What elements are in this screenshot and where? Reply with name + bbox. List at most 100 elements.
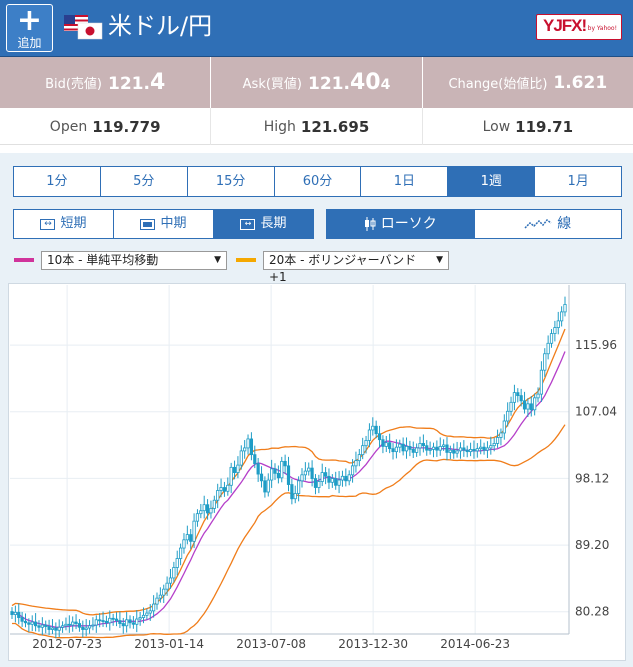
candle	[462, 440, 466, 457]
candle	[452, 443, 456, 459]
candle	[361, 437, 365, 460]
change-quote: Change(始値比) 1.621	[423, 57, 633, 108]
candle	[209, 500, 213, 519]
candle	[553, 320, 557, 342]
chart-type-tabs: ローソク 線	[326, 209, 622, 239]
candle	[74, 614, 78, 630]
y-tick-label: 107.04	[575, 405, 617, 419]
candle	[509, 396, 513, 416]
tab-15min[interactable]: 15分	[188, 167, 275, 196]
candle	[489, 436, 493, 455]
tab-5min[interactable]: 5分	[101, 167, 188, 196]
candle	[512, 384, 517, 411]
candle	[270, 459, 274, 488]
candle	[290, 478, 294, 505]
candle	[54, 622, 58, 639]
candle	[239, 445, 243, 470]
price-chart[interactable]: 2012-07-23 2013-01-14 2013-07-08 2013-12-30…	[8, 283, 626, 661]
candle	[516, 388, 520, 403]
candle	[475, 443, 479, 458]
candle	[199, 503, 203, 519]
candle	[519, 388, 523, 407]
plus-icon: +	[16, 3, 43, 38]
candlestick-icon	[364, 217, 376, 231]
candle	[411, 441, 415, 459]
candle	[192, 513, 196, 549]
candle	[307, 462, 311, 476]
tab-1month[interactable]: 1月	[567, 174, 589, 189]
candle	[94, 615, 98, 633]
candle	[212, 495, 216, 513]
candle	[522, 391, 527, 414]
candle	[77, 619, 82, 632]
indicator-1-swatch	[14, 258, 34, 262]
candle	[435, 440, 439, 457]
tab-60min[interactable]: 60分	[275, 167, 362, 196]
candle	[222, 481, 227, 497]
add-button[interactable]: + 追加	[6, 4, 53, 52]
bid-value: 121.4	[108, 70, 166, 95]
candle	[232, 460, 237, 480]
candle	[111, 613, 115, 626]
candle	[30, 615, 34, 632]
candle	[162, 584, 166, 603]
ask-value: 121.404	[308, 70, 391, 95]
ask-label: Ask(買値)	[242, 77, 302, 92]
candle	[155, 592, 159, 610]
candle	[506, 402, 510, 427]
candle	[273, 463, 277, 481]
candle	[472, 440, 476, 459]
tab-mid-term[interactable]: 中期	[114, 210, 214, 238]
candle	[431, 442, 436, 458]
candle	[114, 612, 119, 627]
candle	[57, 619, 61, 637]
candle	[293, 485, 297, 504]
candle	[205, 499, 210, 520]
candle	[357, 449, 361, 467]
ask-quote: Ask(買値) 121.404	[211, 57, 423, 108]
line-chart-icon	[524, 218, 552, 229]
candle	[17, 603, 21, 625]
candle	[84, 619, 88, 637]
candle	[47, 619, 51, 636]
candle	[87, 620, 92, 634]
tab-short-term[interactable]: ↔ 短期	[14, 210, 114, 238]
candle	[334, 471, 338, 490]
tab-1min[interactable]: 1分	[14, 167, 101, 196]
bollinger-lower-line	[12, 424, 566, 639]
app-header: + 追加 米ドル/円 YJFX! by Yahoo!	[0, 0, 633, 57]
candle	[158, 587, 162, 603]
candle	[337, 471, 341, 494]
candle	[101, 611, 105, 627]
candle	[313, 474, 318, 495]
tab-1week[interactable]: 1週	[448, 167, 536, 196]
candle	[266, 473, 270, 497]
y-tick-label: 115.96	[575, 338, 617, 352]
range-tabs: ↔ 短期 中期 ↔ 長期	[13, 209, 314, 239]
candle	[479, 439, 483, 455]
candle	[350, 459, 355, 483]
tab-line[interactable]: 線	[475, 210, 622, 238]
bid-quote: Bid(売値) 121.4	[0, 57, 212, 108]
tab-1day[interactable]: 1日	[361, 167, 449, 196]
candle	[23, 613, 28, 628]
candle	[276, 465, 280, 484]
indicator-2-select[interactable]: 20本 - ボリンジャーバンド+1 ▼	[263, 250, 449, 284]
candle	[165, 576, 169, 596]
tab-long-term[interactable]: ↔ 長期	[214, 210, 313, 238]
candle	[27, 618, 31, 633]
candle	[543, 348, 547, 377]
bid-label: Bid(売値)	[45, 77, 102, 92]
indicator-2-swatch	[236, 258, 256, 262]
candle	[34, 613, 38, 632]
candle	[458, 442, 463, 459]
indicator-1-select[interactable]: 10本 - 単純平均移動 ▼	[41, 250, 227, 270]
candle	[141, 607, 146, 624]
candle	[374, 420, 378, 439]
candle	[104, 615, 109, 628]
candle	[108, 610, 112, 631]
x-tick-label: 2013-01-14	[134, 637, 204, 651]
candle	[128, 615, 132, 629]
tab-candlestick[interactable]: ローソク	[327, 210, 475, 238]
candle	[347, 470, 351, 486]
